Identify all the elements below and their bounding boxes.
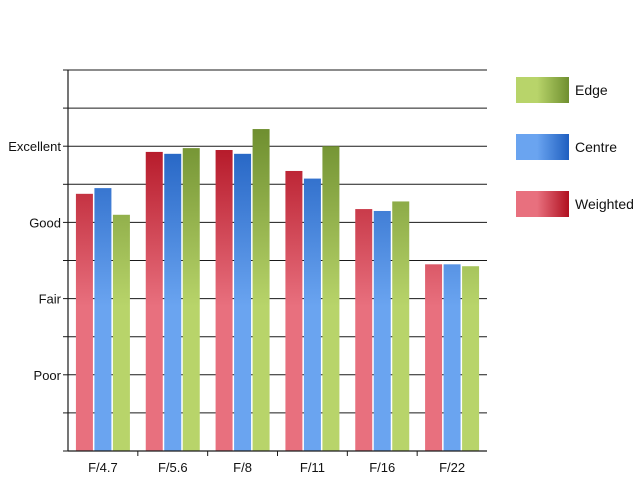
bar-edge-2 bbox=[252, 129, 270, 451]
x-tick-label: F/8 bbox=[233, 460, 252, 475]
x-tick-label: F/11 bbox=[300, 460, 325, 475]
y-axis-labels: Poor Fair Good Excellent bbox=[8, 139, 61, 383]
bar-edge-5 bbox=[462, 266, 480, 451]
bar-centre-2 bbox=[234, 153, 252, 451]
bar-edge-3 bbox=[322, 146, 340, 451]
bar-weighted-4 bbox=[355, 209, 373, 451]
bar-edge-1 bbox=[182, 148, 200, 452]
legend-swatch-weighted bbox=[516, 191, 569, 217]
bar-weighted-0 bbox=[75, 193, 93, 451]
x-tick-label: F/5.6 bbox=[158, 460, 188, 475]
bar-weighted-5 bbox=[425, 264, 443, 451]
bar-edge-4 bbox=[392, 201, 410, 451]
legend-label-edge: Edge bbox=[575, 82, 608, 98]
y-tick-label: Excellent bbox=[8, 139, 61, 154]
legend-label-centre: Centre bbox=[575, 139, 617, 155]
y-tick-label: Good bbox=[29, 215, 61, 230]
legend: Edge Centre Weighted bbox=[516, 77, 634, 217]
bar-centre-0 bbox=[94, 188, 112, 452]
gridlines bbox=[68, 69, 487, 414]
legend-swatch-edge bbox=[516, 77, 569, 103]
y-tick-label: Poor bbox=[34, 368, 62, 383]
legend-swatch-centre bbox=[516, 134, 569, 160]
bar-weighted-2 bbox=[215, 150, 233, 451]
x-tick-label: F/4.7 bbox=[88, 460, 118, 475]
x-tick-label: F/22 bbox=[439, 460, 465, 475]
bar-weighted-3 bbox=[285, 170, 303, 451]
bar-edge-0 bbox=[112, 214, 130, 451]
y-tick-label: Fair bbox=[39, 292, 62, 307]
bar-centre-4 bbox=[373, 210, 391, 451]
x-tick-label: F/16 bbox=[369, 460, 395, 475]
bar-centre-1 bbox=[164, 153, 182, 451]
bar-centre-5 bbox=[443, 264, 461, 451]
bars bbox=[75, 129, 480, 452]
bar-centre-3 bbox=[303, 178, 321, 451]
axes bbox=[63, 69, 487, 456]
x-axis-labels: F/4.7 F/5.6 F/8 F/11 F/16 F/22 bbox=[88, 460, 465, 475]
bar-weighted-1 bbox=[145, 151, 163, 452]
legend-label-weighted: Weighted bbox=[575, 196, 634, 212]
